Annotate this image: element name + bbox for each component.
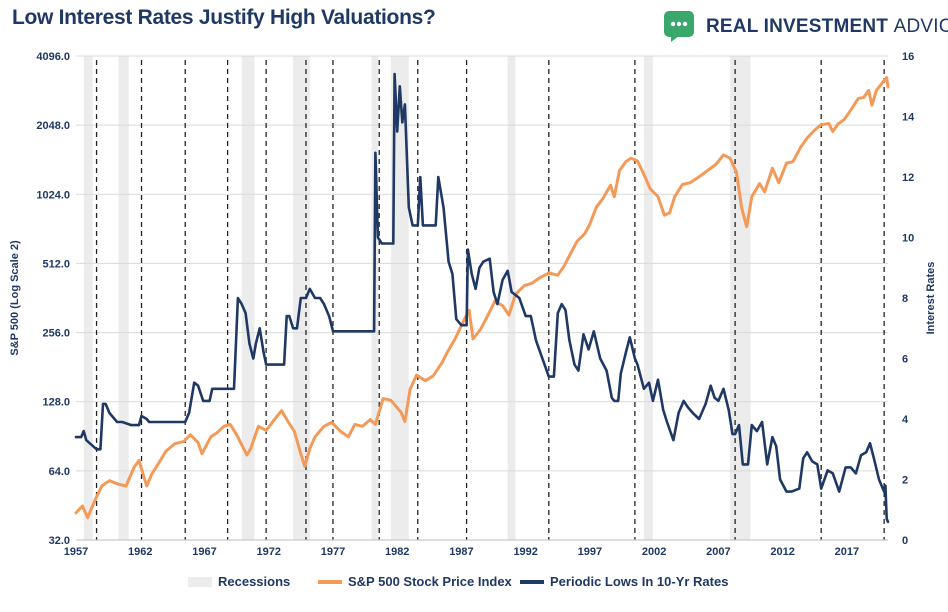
x-tick-label: 1982: [385, 546, 409, 558]
x-tick-label: 1987: [449, 546, 473, 558]
y-right-tick-label: 0: [902, 535, 908, 547]
y-right-tick-label: 12: [902, 172, 914, 184]
y-right-tick-label: 14: [902, 112, 915, 124]
recession-band-8: [729, 56, 751, 540]
recession-band-7: [643, 56, 653, 540]
grid-lines: [76, 55, 888, 541]
x-tick-label: 1967: [192, 546, 216, 558]
y-right-tick-label: 10: [902, 233, 914, 245]
brand-name-strong: REAL INVESTMENT: [706, 16, 889, 37]
legend-label-rates: Periodic Lows In 10-Yr Rates: [550, 574, 729, 589]
x-tick-label: 1962: [128, 546, 152, 558]
recession-band-2: [241, 56, 255, 540]
speech-bubble-icon: [664, 11, 694, 42]
y-axis-left-label: S&P 500 (Log Scale 2): [9, 240, 21, 356]
y-left-tick-label: 512.0: [42, 258, 70, 270]
recession-band-6: [507, 56, 516, 540]
brand-name: REAL INVESTMENT ADVICE: [706, 16, 948, 38]
legend-swatch-sp500: [318, 579, 342, 584]
x-tick-label: 1997: [578, 546, 602, 558]
x-tick-label: 1977: [321, 546, 345, 558]
x-tick-label: 1972: [256, 546, 280, 558]
x-tick-label: 1957: [64, 546, 88, 558]
legend-swatch-rates: [520, 579, 544, 584]
chart-title: Low Interest Rates Justify High Valuatio…: [12, 6, 436, 29]
brand-name-light: ADVICE: [893, 16, 948, 37]
legend-item-rates[interactable]: Periodic Lows In 10-Yr Rates: [520, 574, 728, 589]
y-left-tick-label: 64.0: [49, 466, 70, 478]
legend-item-recessions[interactable]: Recessions: [188, 574, 290, 589]
series-line-rates[interactable]: [74, 72, 890, 524]
y-left-tick-label: 4096.0: [36, 51, 70, 63]
y-right-tick-label: 2: [902, 475, 908, 487]
y-right-tick-label: 6: [902, 354, 908, 366]
y-left-tick-label: 256.0: [42, 328, 70, 340]
legend-item-sp500[interactable]: S&P 500 Stock Price Index: [318, 574, 512, 589]
recession-band-1: [118, 56, 129, 540]
legend-label-sp500: S&P 500 Stock Price Index: [348, 574, 512, 589]
x-tick-label: 2017: [835, 546, 859, 558]
y-axis-right-label: Interest Rates: [925, 262, 937, 335]
y-right-tick-label: 4: [902, 414, 909, 426]
y-left-tick-label: 1024.0: [36, 189, 70, 201]
y-right-tick-label: 16: [902, 51, 914, 63]
tick-labels: 32.0 64.0 128.0 256.0 512.0 1024.0 2048.0 4096.…: [36, 51, 915, 558]
y-left-tick-label: 128.0: [42, 397, 70, 409]
x-tick-label: 1992: [513, 546, 537, 558]
legend-label-recessions: Recessions: [218, 574, 291, 589]
x-tick-label: 2002: [642, 546, 666, 558]
legend: Recessions S&P 500 Stock Price Index Per…: [0, 574, 948, 594]
series-lines: [74, 72, 890, 524]
x-tick-label: 2012: [770, 546, 794, 558]
rate-low-markers: [95, 60, 885, 540]
legend-swatch-recessions: [188, 576, 212, 587]
y-left-tick-label: 2048.0: [36, 120, 70, 132]
x-tick-label: 2007: [706, 546, 730, 558]
recession-band-0: [83, 56, 93, 540]
y-left-tick-label: 32.0: [49, 535, 70, 547]
brand-logo-group[interactable]: REAL INVESTMENT ADVICE: [662, 9, 948, 43]
y-right-tick-label: 8: [902, 293, 908, 305]
